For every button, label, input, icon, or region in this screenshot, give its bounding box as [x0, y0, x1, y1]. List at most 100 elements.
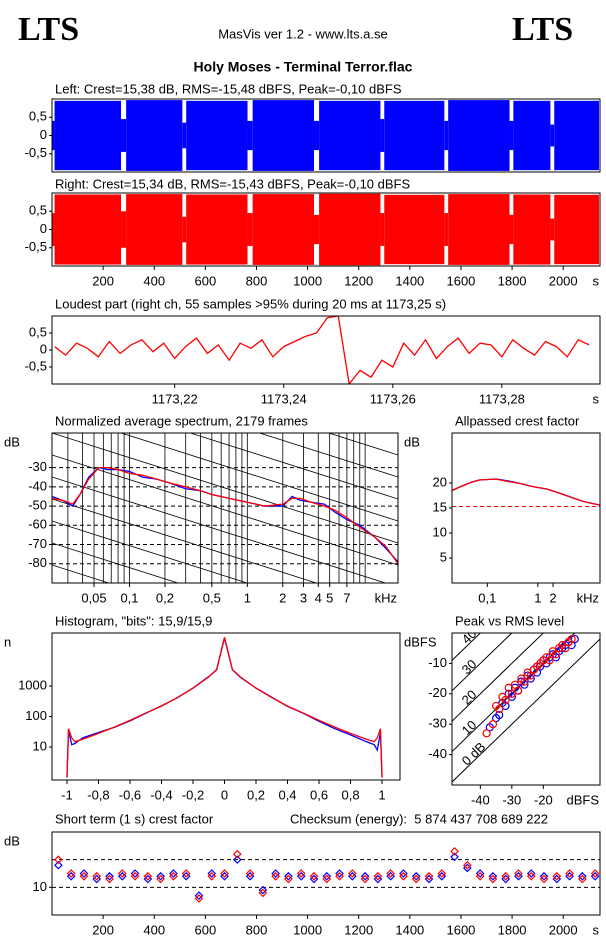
- x-tick-label: 0,2: [156, 590, 174, 605]
- x-tick-label: 1173,22: [152, 391, 198, 406]
- x-tick-label: 0,5: [203, 590, 221, 605]
- point: [232, 849, 242, 859]
- plot-frame: [51, 192, 601, 267]
- point: [66, 869, 76, 878]
- x-tick-label: 1400: [395, 922, 424, 937]
- file-title: Holy Moses - Terminal Terror.flac: [194, 59, 413, 75]
- x-tick-label: 400: [143, 922, 165, 937]
- point: [539, 874, 549, 884]
- x-tick-label: 5: [326, 590, 333, 605]
- reference-slope: [52, 301, 398, 411]
- chart-title: Histogram, "bits": 15,9/15,9: [55, 613, 212, 628]
- y-tick-label: -60: [28, 517, 47, 532]
- waveform-envelope: [126, 194, 183, 265]
- y-tick-label: -0,5: [25, 145, 47, 160]
- reference-slope: [52, 454, 398, 566]
- plot-frame: [51, 432, 399, 584]
- y-axis-label: dB: [4, 833, 20, 848]
- point: [79, 869, 89, 878]
- x-tick-label: 200: [92, 922, 114, 937]
- waveform-envelope: [52, 213, 55, 246]
- waveform-envelope: [313, 120, 320, 151]
- point: [475, 869, 485, 878]
- x-tick-label: 1200: [344, 273, 373, 288]
- point: [258, 888, 268, 898]
- reference-slope: [119, 433, 398, 522]
- series-line: [52, 466, 398, 565]
- x-tick-label: 0,1: [120, 590, 138, 605]
- point: [169, 869, 178, 878]
- x-tick-label: 200: [92, 273, 114, 288]
- plot-frame: [451, 432, 601, 584]
- diagonal-line: [452, 638, 600, 783]
- y-tick-label: 0,5: [29, 203, 47, 218]
- diagonal-line: [452, 633, 576, 752]
- point: [322, 874, 332, 884]
- waveform-envelope: [444, 213, 449, 246]
- diagonal-line: [452, 633, 513, 692]
- y-tick-label: -10: [428, 655, 447, 670]
- point: [130, 869, 140, 878]
- waveform-envelope: [380, 119, 385, 152]
- logo: LTS: [512, 11, 573, 48]
- y-tick-label: -40: [428, 746, 447, 761]
- x-axis-label: kHz: [577, 590, 599, 605]
- waveform-envelope: [384, 194, 445, 265]
- series-line: [452, 478, 600, 506]
- plot-frame: [451, 632, 601, 786]
- point: [488, 874, 498, 884]
- point: [488, 871, 498, 881]
- point: [514, 686, 523, 695]
- x-tick-label: -0,8: [87, 787, 109, 802]
- reference-slope: [52, 476, 387, 583]
- x-axis-label: s: [593, 273, 600, 288]
- point: [92, 871, 102, 881]
- x-tick-label: 1800: [498, 922, 527, 937]
- waveform-envelope: [54, 194, 122, 265]
- y-tick-label: -30: [428, 716, 447, 731]
- point: [117, 869, 127, 878]
- point: [424, 871, 434, 881]
- point: [207, 871, 217, 881]
- waveform-envelope: [513, 194, 551, 265]
- point: [501, 695, 510, 704]
- waveform-envelope: [513, 100, 551, 171]
- point: [507, 689, 516, 698]
- y-axis-label: dBFS: [404, 634, 437, 649]
- point: [565, 869, 574, 878]
- point: [578, 874, 587, 884]
- series-line: [54, 316, 590, 384]
- x-tick-label: 0,05: [81, 590, 106, 605]
- point: [495, 710, 504, 720]
- y-tick-label: -70: [28, 536, 47, 551]
- point: [495, 704, 504, 714]
- diagonal-label: 20: [459, 687, 480, 708]
- reference-slope: [52, 631, 398, 741]
- x-tick-label: 0,6: [310, 787, 328, 802]
- series-line: [66, 637, 383, 778]
- point: [360, 871, 370, 881]
- y-tick-label: -50: [28, 498, 47, 513]
- diagonal-label: 40: [459, 626, 480, 647]
- point: [271, 869, 280, 878]
- reference-slope: [52, 498, 318, 583]
- point: [411, 871, 421, 881]
- x-tick-label: 1000: [293, 273, 322, 288]
- y-tick-label: -0,5: [25, 239, 47, 254]
- waveform-envelope: [444, 120, 449, 151]
- x-tick-label: -30: [502, 792, 521, 807]
- x-tick-label: 800: [246, 273, 268, 288]
- point: [245, 869, 255, 878]
- waveform-envelope: [54, 100, 122, 171]
- x-tick-label: 1173,26: [370, 391, 416, 406]
- x-tick-label: -0,4: [150, 787, 172, 802]
- point: [482, 729, 491, 738]
- point: [514, 869, 523, 878]
- waveform-envelope: [121, 211, 127, 248]
- waveform-envelope: [384, 100, 445, 171]
- reference-slope: [189, 433, 398, 500]
- series-line: [52, 466, 398, 563]
- series-line: [66, 637, 383, 778]
- x-tick-label: 800: [246, 922, 268, 937]
